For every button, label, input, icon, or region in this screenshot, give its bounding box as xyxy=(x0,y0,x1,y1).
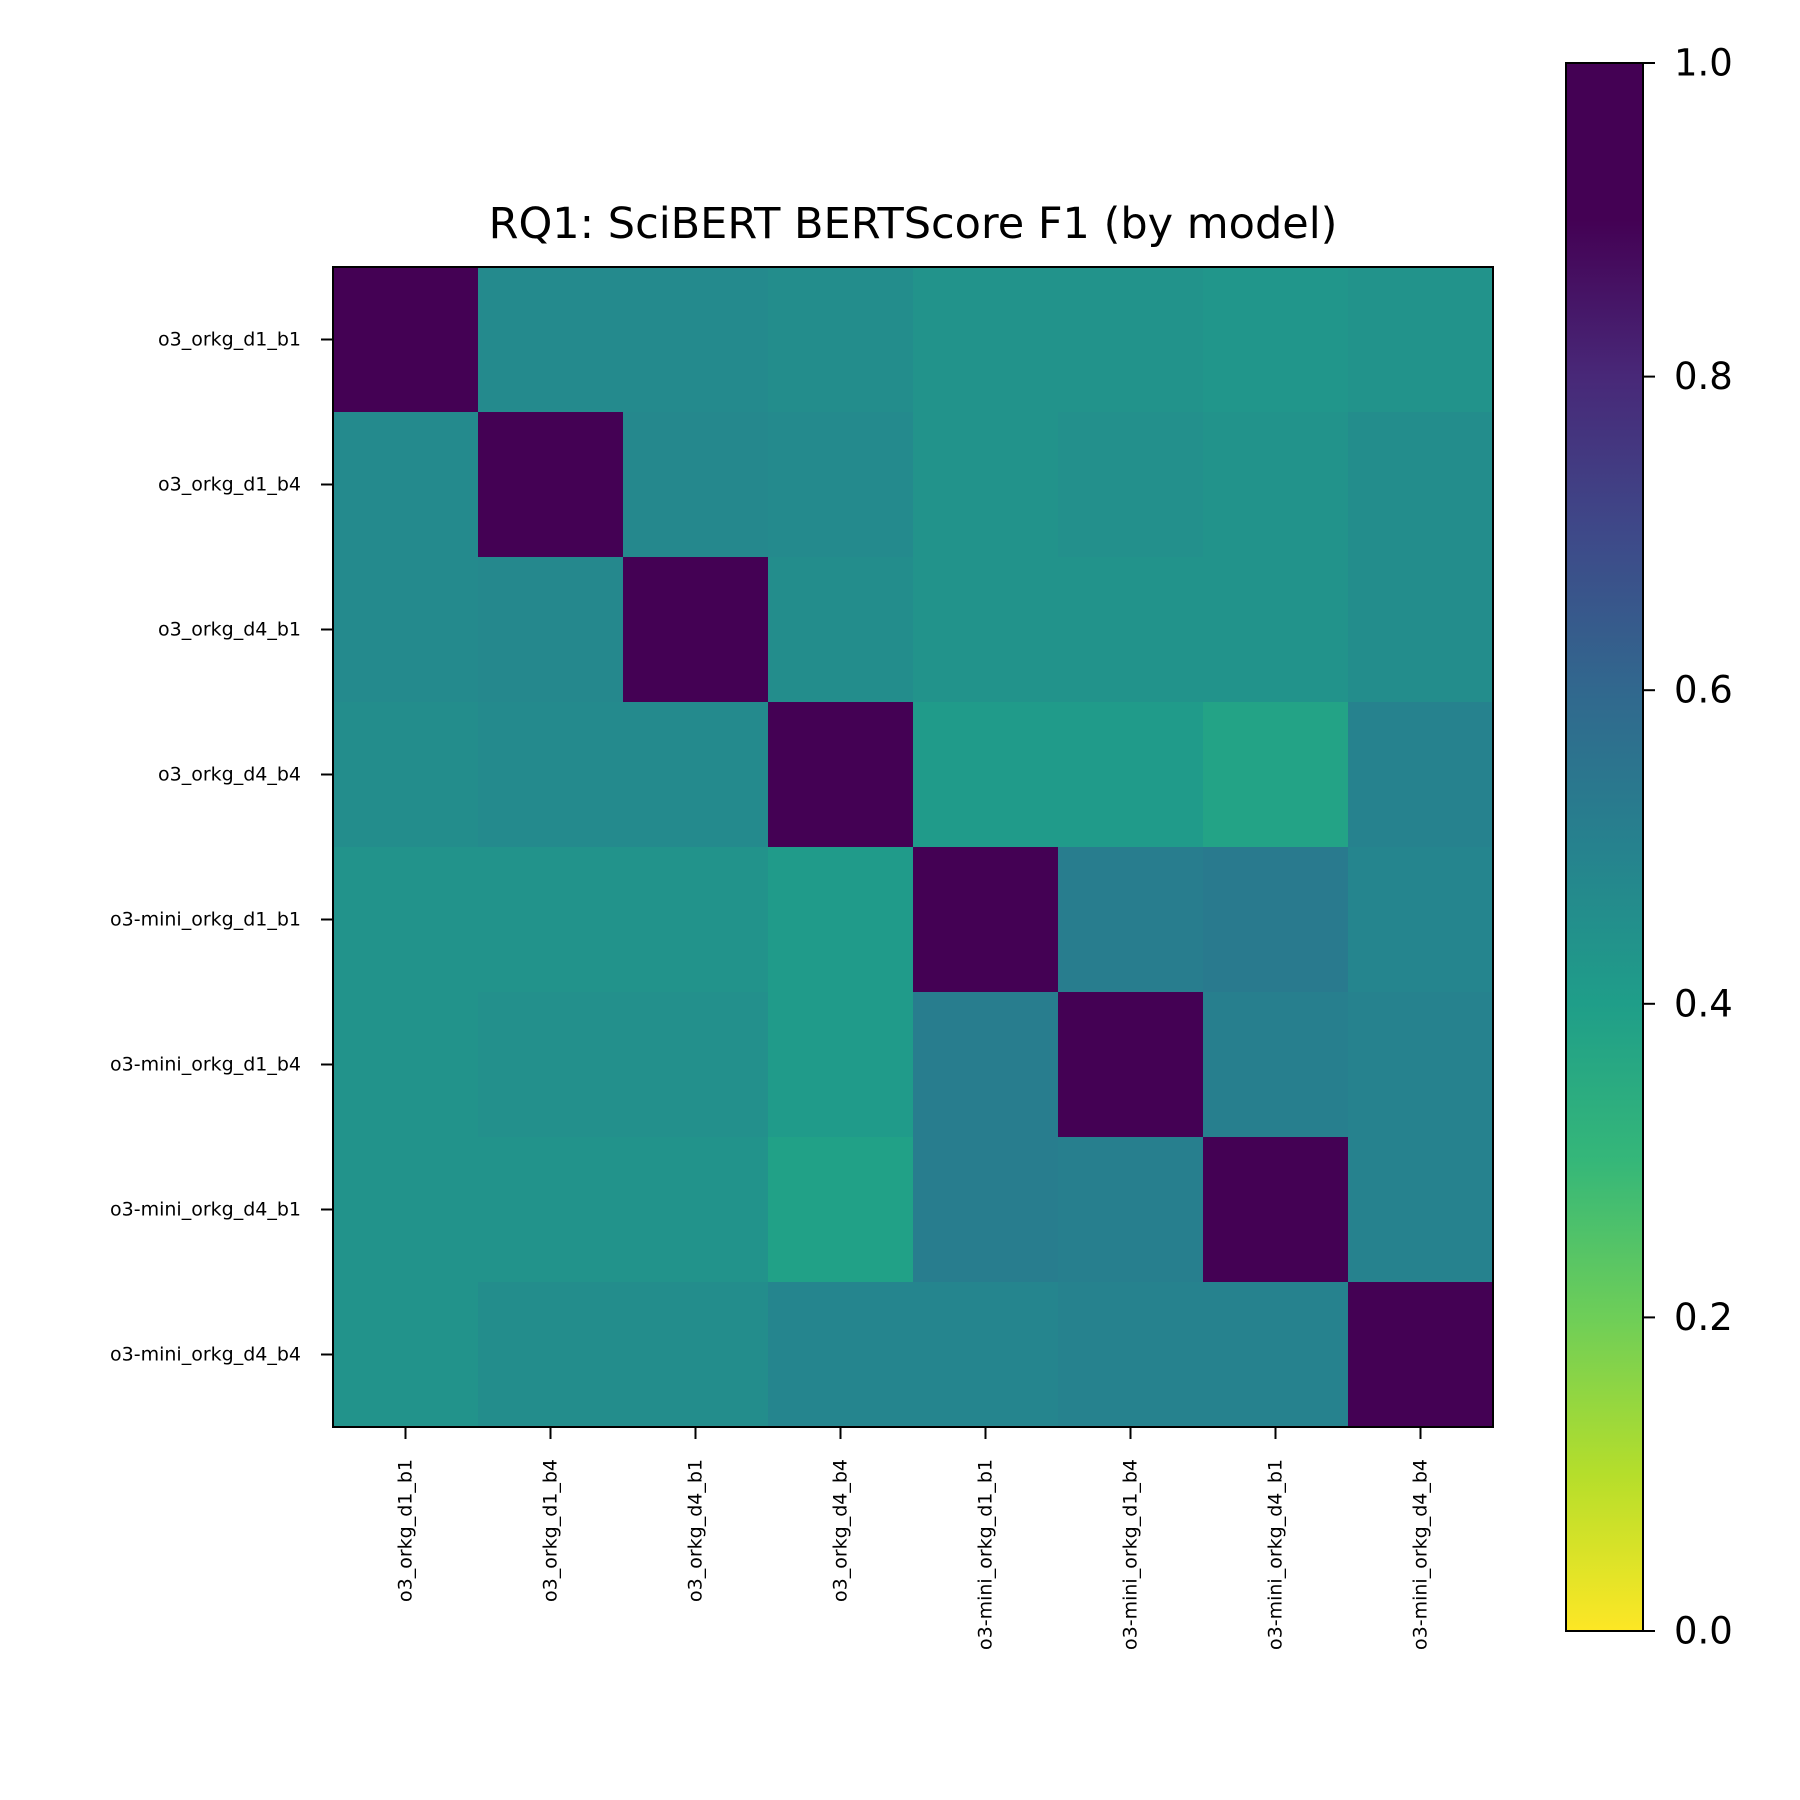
y-tick-label: o3_orkg_d4_b4 xyxy=(158,764,301,786)
heatmap-cell-r1-c0 xyxy=(333,412,479,558)
heatmap-cell-r1-c7 xyxy=(1348,412,1494,558)
heatmap-cell-r2-c7 xyxy=(1348,557,1494,703)
heatmap-cell-r7-c0 xyxy=(333,1282,479,1428)
x-tick-label: o3_orkg_d4_b1 xyxy=(685,1459,707,1602)
heatmap-cell-r3-c5 xyxy=(1058,702,1204,848)
heatmap-cell-r5-c1 xyxy=(478,992,624,1138)
y-tick-label: o3_orkg_d4_b1 xyxy=(158,619,301,641)
colorbar-tick-label: 0.8 xyxy=(1674,355,1733,398)
heatmap-cell-r5-c6 xyxy=(1203,992,1349,1138)
heatmap-cell-r0-c3 xyxy=(768,267,914,413)
y-tick-labels: o3_orkg_d1_b1 o3_orkg_d1_b4 o3_orkg_d4_b1o… xyxy=(110,329,301,1366)
heatmap-cell-r6-c7 xyxy=(1348,1137,1494,1283)
heatmap-cell-r1-c3 xyxy=(768,412,914,558)
heatmap-cell-r6-c6 xyxy=(1203,1137,1349,1283)
heatmap-cell-r0-c1 xyxy=(478,267,624,413)
heatmap-cell-r2-c0 xyxy=(333,557,479,703)
x-tick-label: o3-mini_orkg_d4_b1 xyxy=(1265,1459,1287,1650)
heatmap-cell-r4-c6 xyxy=(1203,847,1349,993)
heatmap-cell-r4-c0 xyxy=(333,847,479,993)
colorbar xyxy=(1565,62,1644,1632)
y-tick-label: o3-mini_orkg_d4_b1 xyxy=(110,1199,301,1221)
heatmap-cell-r5-c5 xyxy=(1058,992,1204,1138)
y-tick-marks xyxy=(321,338,333,1356)
heatmap-cell-r5-c7 xyxy=(1348,992,1494,1138)
heatmap-cell-r5-c3 xyxy=(768,992,914,1138)
heatmap-cell-r6-c2 xyxy=(623,1137,769,1283)
heatmap-cell-r1-c1 xyxy=(478,412,624,558)
colorbar-tick-label: 0.0 xyxy=(1674,1610,1733,1653)
heatmap-cell-r4-c5 xyxy=(1058,847,1204,993)
heatmap-cell-r0-c7 xyxy=(1348,267,1494,413)
heatmap-cell-r2-c1 xyxy=(478,557,624,703)
heatmap-cell-r3-c3 xyxy=(768,702,914,848)
heatmap-cell-r4-c3 xyxy=(768,847,914,993)
heatmap-cell-r4-c4 xyxy=(913,847,1059,993)
heatmap-cell-r7-c5 xyxy=(1058,1282,1204,1428)
heatmap-cell-r7-c4 xyxy=(913,1282,1059,1428)
y-tick-label: o3-mini_orkg_d4_b4 xyxy=(110,1344,301,1366)
heatmap-cell-r6-c5 xyxy=(1058,1137,1204,1283)
colorbar-tick-label: 0.4 xyxy=(1674,982,1733,1025)
heatmap-cell-r6-c1 xyxy=(478,1137,624,1283)
heatmap-cell-r7-c6 xyxy=(1203,1282,1349,1428)
heatmap-cell-r1-c2 xyxy=(623,412,769,558)
y-tick-label: o3_orkg_d1_b4 xyxy=(158,474,301,496)
x-tick-label: o3_orkg_d1_b1 xyxy=(395,1459,417,1602)
heatmap-cell-r7-c7 xyxy=(1348,1282,1494,1428)
heatmap-cell-r2-c5 xyxy=(1058,557,1204,703)
heatmap-cell-r3-c7 xyxy=(1348,702,1494,848)
heatmap-cell-r3-c1 xyxy=(478,702,624,848)
heatmap-cell-r0-c0 xyxy=(333,267,479,413)
colorbar-tick-label: 0.6 xyxy=(1674,669,1733,712)
heatmap-cell-r6-c0 xyxy=(333,1137,479,1283)
y-tick-label: o3_orkg_d1_b1 xyxy=(158,329,301,351)
x-tick-label: o3-mini_orkg_d1_b1 xyxy=(975,1459,997,1650)
heatmap-cell-r0-c4 xyxy=(913,267,1059,413)
heatmap-cell-r1-c6 xyxy=(1203,412,1349,558)
plot-frame xyxy=(332,266,1494,1428)
y-tick-label: o3-mini_orkg_d1_b4 xyxy=(110,1054,301,1076)
y-tick-label: o3-mini_orkg_d1_b1 xyxy=(110,909,301,931)
heatmap-cell-r3-c4 xyxy=(913,702,1059,848)
x-tick-label: o3_orkg_d1_b4 xyxy=(540,1459,562,1602)
heatmap-cell-r2-c6 xyxy=(1203,557,1349,703)
heatmap-cell-r7-c2 xyxy=(623,1282,769,1428)
colorbar-tick-label: 1.0 xyxy=(1674,42,1733,85)
heatmap-cell-r4-c7 xyxy=(1348,847,1494,993)
heatmap-cell-r1-c4 xyxy=(913,412,1059,558)
heatmap-cell-r7-c1 xyxy=(478,1282,624,1428)
heatmap-cell-r2-c3 xyxy=(768,557,914,703)
heatmap-cell-r6-c4 xyxy=(913,1137,1059,1283)
heatmap-cell-r6-c3 xyxy=(768,1137,914,1283)
x-tick-marks xyxy=(404,1427,1422,1439)
heatmap-cell-r0-c6 xyxy=(1203,267,1349,413)
heatmap-cell-r3-c2 xyxy=(623,702,769,848)
heatmap-cells xyxy=(333,267,1494,1428)
x-tick-label: o3_orkg_d4_b4 xyxy=(830,1459,852,1602)
heatmap-cell-r7-c3 xyxy=(768,1282,914,1428)
heatmap-cell-r4-c1 xyxy=(478,847,624,993)
heatmap-cell-r0-c2 xyxy=(623,267,769,413)
heatmap-cell-r2-c2 xyxy=(623,557,769,703)
x-tick-labels: o3_orkg_d1_b1 o3_orkg_d1_b4 o3_orkg_d4_b1 o… xyxy=(395,1459,1432,1650)
heatmap-cell-r3-c0 xyxy=(333,702,479,848)
heatmap-cell-r2-c4 xyxy=(913,557,1059,703)
heatmap-cell-r3-c6 xyxy=(1203,702,1349,848)
x-tick-label: o3-mini_orkg_d1_b4 xyxy=(1120,1459,1142,1650)
heatmap-cell-r5-c0 xyxy=(333,992,479,1138)
x-tick-label: o3-mini_orkg_d4_b4 xyxy=(1410,1459,1432,1650)
chart-title: RQ1: SciBERT BERTScore F1 (by model) xyxy=(489,199,1338,249)
heatmap-cell-r5-c4 xyxy=(913,992,1059,1138)
heatmap-cell-r4-c2 xyxy=(623,847,769,993)
heatmap-cell-r0-c5 xyxy=(1058,267,1204,413)
heatmap-cell-r1-c5 xyxy=(1058,412,1204,558)
heatmap-cell-r5-c2 xyxy=(623,992,769,1138)
colorbar-ticks: 0.0 0.2 0.4 0.6 0.8 1.0 xyxy=(1643,42,1733,1653)
colorbar-tick-label: 0.2 xyxy=(1674,1296,1733,1339)
